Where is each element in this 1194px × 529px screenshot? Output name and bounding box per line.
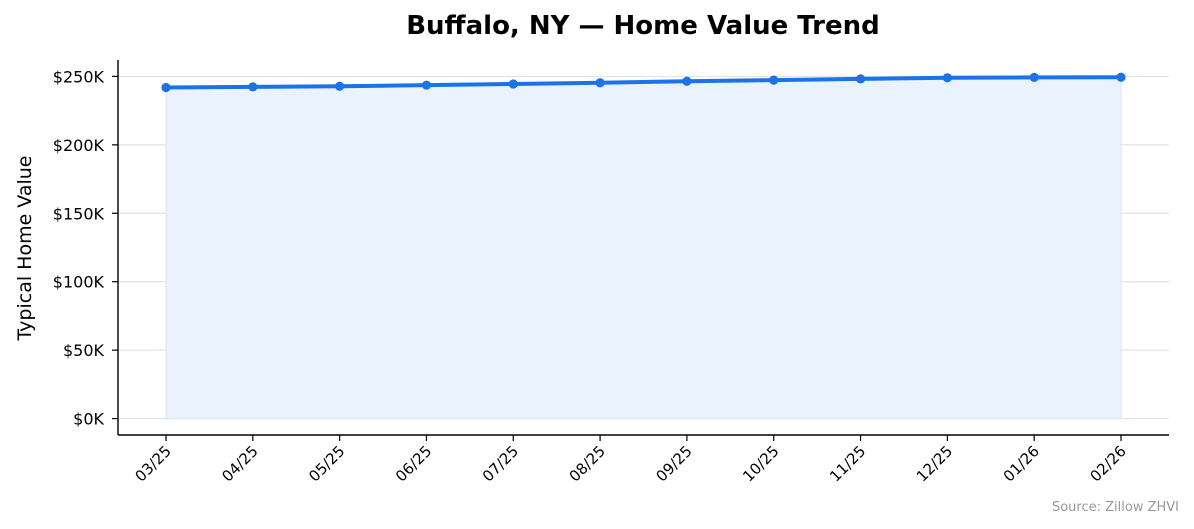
chart-title: Buffalo, NY — Home Value Trend [406,11,880,41]
y-tick-label: $50K [63,341,105,360]
series-line-layer [164,75,1123,90]
y-tick-label: $150K [53,204,105,223]
x-tick-label: 10/25 [739,442,782,485]
data-point [335,81,345,91]
x-tick-label: 09/25 [652,442,695,485]
axes [117,60,1169,436]
data-point [161,82,171,93]
area-fill [165,76,1122,420]
x-tick-label: 07/25 [479,442,522,485]
y-axis-label: Typical Home Value [14,156,36,342]
x-tick-label: 04/25 [218,442,261,485]
x-tick-label: 06/25 [392,442,435,485]
source-note: Source: Zillow ZHVI [1052,500,1179,515]
x-tick-label: 03/25 [132,442,175,485]
y-axis-ticks: $0K $50K $100K $150K $200K $250K [53,67,118,429]
area-fill-layer [165,76,1122,420]
x-tick-label: 02/26 [1087,442,1130,485]
data-point [1116,72,1126,82]
y-tick-label: $100K [53,273,105,292]
data-point [1029,72,1039,82]
data-point [421,80,432,90]
x-axis-ticks: 03/25 04/25 05/25 06/25 07/25 08/25 09/25 10/25… [132,435,1130,485]
y-tick-label: $0K [73,410,104,429]
data-point [769,75,779,85]
data-point [855,74,866,84]
data-points [161,72,1126,93]
series-line [164,75,1123,90]
x-tick-label: 01/26 [1000,442,1043,485]
x-tick-label: 05/25 [305,442,348,485]
data-point [682,76,692,86]
data-point [248,82,258,92]
y-tick-label: $200K [53,136,105,155]
x-tick-label: 12/25 [913,442,956,485]
y-tick-label: $250K [53,67,105,86]
x-tick-label: 08/25 [566,442,609,485]
data-point [508,79,518,89]
data-point [942,73,952,83]
x-tick-label: 11/25 [826,442,869,485]
data-point [595,78,605,88]
